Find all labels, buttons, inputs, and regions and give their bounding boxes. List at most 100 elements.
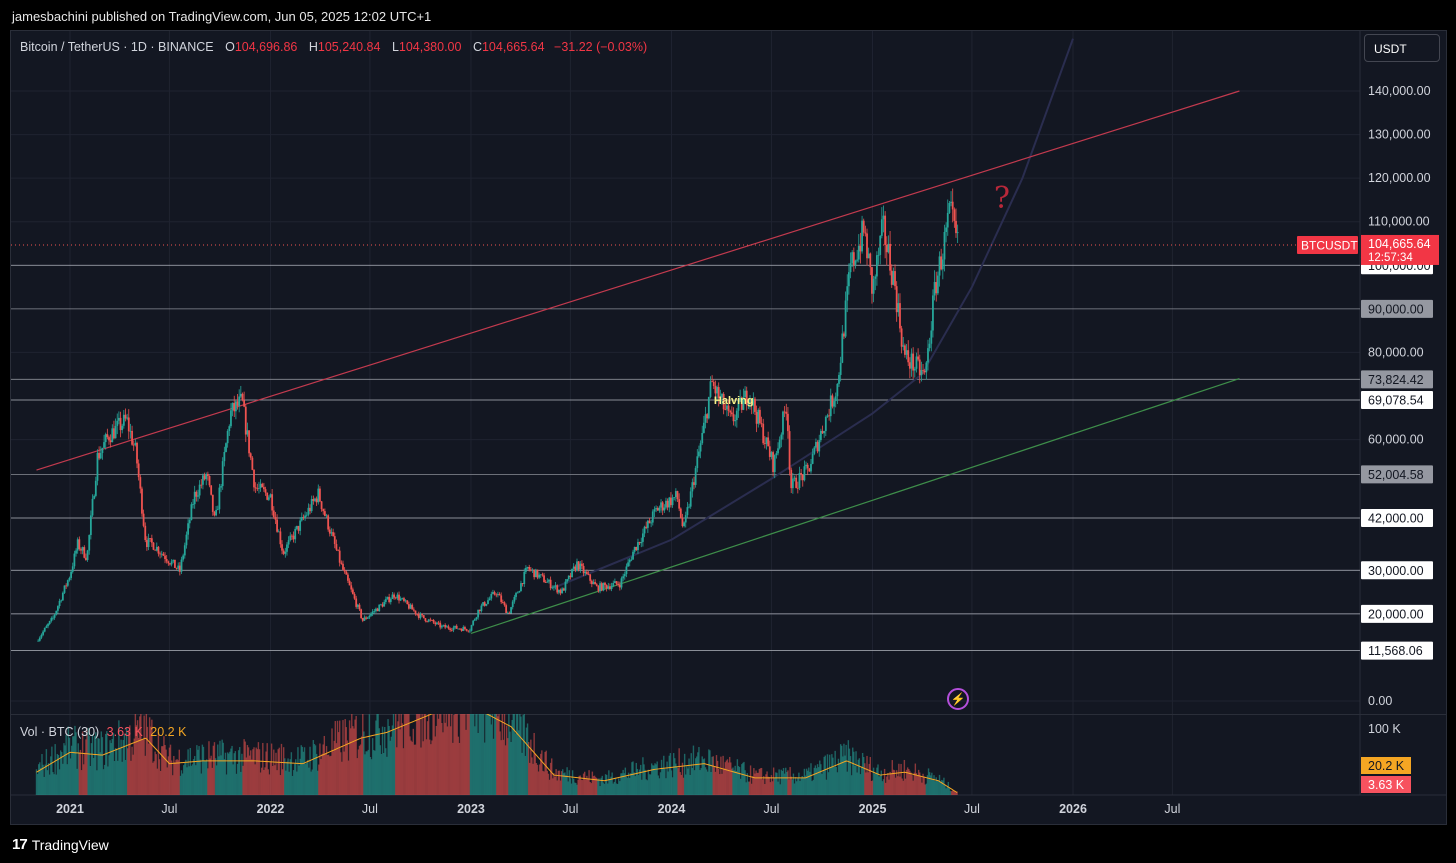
candle-body xyxy=(221,461,224,487)
candle-body xyxy=(442,625,445,626)
volume-bar xyxy=(426,721,429,795)
candle-body xyxy=(745,390,748,406)
candle-body xyxy=(52,617,54,619)
candle-body xyxy=(793,477,796,479)
candle-body xyxy=(559,589,562,594)
candle-body xyxy=(755,411,758,424)
volume-bar xyxy=(356,758,358,795)
volume-bar xyxy=(713,766,716,795)
candle-body xyxy=(347,574,349,581)
volume-bar xyxy=(259,772,262,795)
volume-label[interactable]: Vol · BTC (30) xyxy=(20,725,100,739)
volume-bar xyxy=(711,756,713,795)
candle-body xyxy=(908,362,911,369)
chart-frame[interactable] xyxy=(10,30,1447,825)
candle-body xyxy=(320,501,323,510)
volume-bar xyxy=(45,749,48,795)
volume-bar xyxy=(622,769,624,795)
volume-bar xyxy=(697,752,699,795)
volume-bar xyxy=(922,773,924,795)
volume-bar xyxy=(445,714,447,795)
volume-bar xyxy=(340,752,342,795)
volume-bar xyxy=(354,719,356,795)
candle-body xyxy=(246,430,249,435)
candle-body xyxy=(206,473,209,477)
volume-bar xyxy=(170,760,173,795)
volume-bar xyxy=(399,729,401,795)
candle-body xyxy=(455,625,458,629)
candle-body xyxy=(37,640,40,642)
tradingview-brand[interactable]: 17 TradingView xyxy=(12,836,109,853)
volume-bar xyxy=(326,755,329,795)
candle-body xyxy=(534,569,537,578)
volume-bar xyxy=(502,739,505,795)
volume-bar xyxy=(792,773,795,795)
volume-bar xyxy=(473,714,475,795)
candle-body xyxy=(815,442,817,448)
candle-body xyxy=(730,412,733,415)
volume-bar xyxy=(952,790,954,795)
candle-body xyxy=(910,353,913,369)
candle-body xyxy=(760,423,763,424)
candle-body xyxy=(429,619,432,621)
volume-bar xyxy=(790,776,792,795)
candle-body xyxy=(470,625,473,631)
candle-body xyxy=(328,529,331,534)
candle-body xyxy=(57,606,59,611)
candle-body xyxy=(800,473,803,475)
candle-body xyxy=(846,286,849,301)
volume-bar xyxy=(433,714,435,795)
volume-bar xyxy=(631,762,633,795)
volume-bar xyxy=(384,726,386,795)
volume-bar xyxy=(508,714,510,795)
level-label: 42,000.00 xyxy=(1368,512,1424,526)
candle-body xyxy=(408,604,410,609)
candle-body xyxy=(73,553,76,567)
volume-bar xyxy=(453,715,455,795)
candle-body xyxy=(587,573,590,575)
volume-ma-value: 20.2 K xyxy=(150,725,187,739)
symbol-title[interactable]: Bitcoin / TetherUS · 1D · BINANCE xyxy=(20,40,214,54)
volume-bar xyxy=(900,763,902,795)
volume-bar xyxy=(290,752,293,795)
candle-body xyxy=(592,582,595,585)
lightning-icon[interactable]: ⚡ xyxy=(947,688,969,710)
volume-bar xyxy=(931,772,933,795)
volume-bar xyxy=(913,772,915,795)
candle-body xyxy=(155,546,158,551)
volume-bar xyxy=(916,775,919,795)
volume-bar xyxy=(388,725,390,795)
candle-body xyxy=(152,542,155,550)
volume-bar xyxy=(317,770,319,795)
candle-body xyxy=(711,381,714,383)
volume-bar xyxy=(366,751,368,795)
candle-body xyxy=(427,619,430,622)
volume-bar xyxy=(218,756,220,795)
candle-body xyxy=(254,487,257,489)
volume-bar xyxy=(287,758,289,795)
volume-bar xyxy=(906,767,909,795)
volume-bar xyxy=(687,768,689,795)
volume-bar xyxy=(398,714,400,795)
volume-bar xyxy=(546,770,549,795)
volume-bar xyxy=(620,773,622,795)
candle-body xyxy=(468,630,471,632)
volume-bar xyxy=(252,749,254,795)
candle-body xyxy=(879,235,882,255)
candle-body xyxy=(831,395,834,407)
currency-button[interactable]: USDT xyxy=(1364,34,1440,62)
volume-bar xyxy=(431,740,433,795)
volume-bar xyxy=(239,747,241,795)
level-label: 11,568.06 xyxy=(1368,644,1423,658)
candle-body xyxy=(137,463,140,478)
candle-body xyxy=(650,522,653,524)
candle-body xyxy=(81,547,84,551)
candle-body xyxy=(533,569,536,578)
candle-body xyxy=(83,547,86,558)
volume-bar xyxy=(318,764,320,795)
volume-bar xyxy=(455,714,457,795)
volume-bar xyxy=(947,781,950,795)
candle-body xyxy=(330,532,333,534)
volume-bar xyxy=(889,771,891,795)
